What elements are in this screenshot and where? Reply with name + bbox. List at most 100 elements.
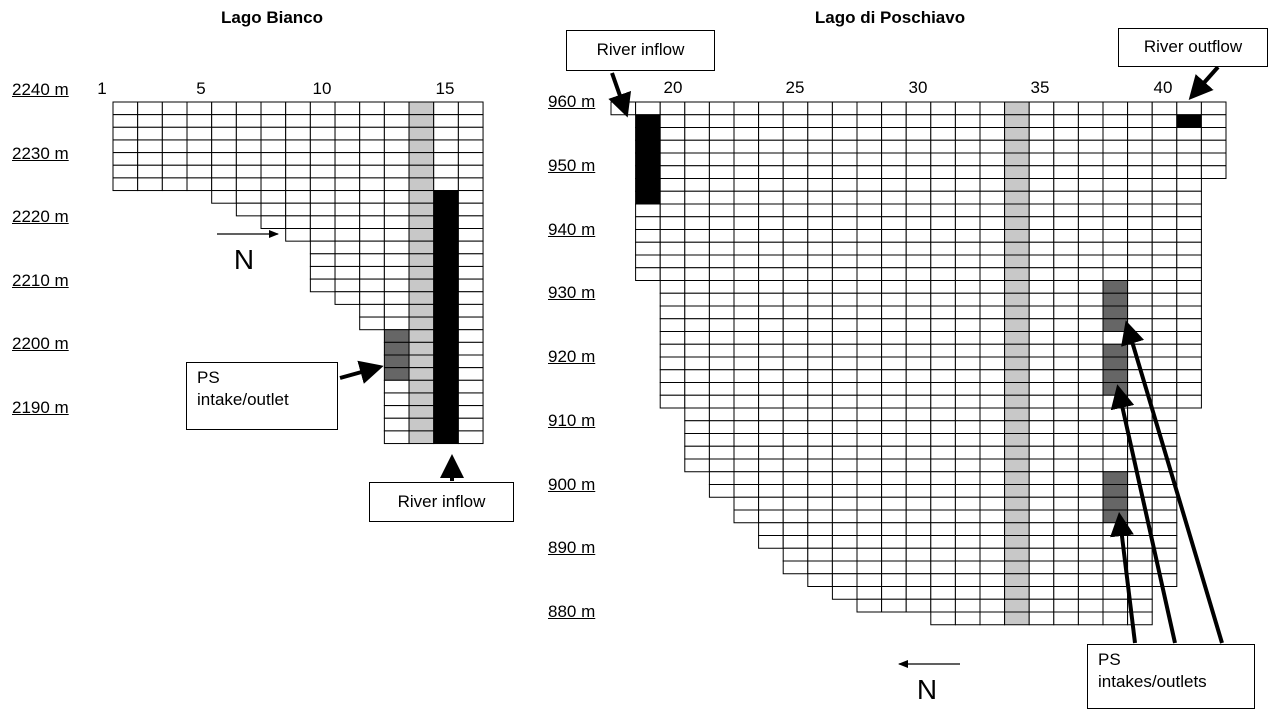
grid-cell — [433, 367, 459, 381]
grid-cell — [1127, 573, 1153, 587]
grid-cell — [905, 586, 932, 600]
grid-cell — [881, 394, 907, 409]
grid-cell — [1004, 509, 1030, 524]
grid-cell — [807, 356, 833, 371]
grid-cell — [881, 331, 907, 345]
grid-cell — [1077, 229, 1104, 243]
grid-cell — [1151, 305, 1178, 320]
grid-cell — [930, 331, 956, 345]
grid-cell — [457, 126, 484, 141]
grid-cell — [1053, 433, 1079, 447]
grid-cell — [1176, 254, 1202, 269]
grid-cell — [979, 560, 1006, 575]
grid-cell — [930, 484, 956, 498]
grid-cell — [930, 101, 956, 116]
grid-cell — [733, 280, 760, 294]
grid-cell — [708, 229, 735, 243]
grid-cell — [433, 430, 459, 445]
grid-cell — [930, 267, 956, 281]
grid-cell — [1053, 127, 1079, 141]
grid-cell — [285, 114, 311, 128]
grid-cell — [881, 598, 907, 613]
grid-cell — [1053, 305, 1079, 320]
grid-cell — [1004, 560, 1030, 575]
grid-cell — [758, 305, 784, 320]
grid-cell — [659, 318, 686, 332]
grid-cell — [708, 356, 735, 371]
grid-cell — [708, 420, 735, 434]
grid-cell — [1028, 394, 1055, 409]
grid-cell — [905, 407, 932, 422]
grid-cell — [1176, 343, 1202, 358]
grid-cell — [383, 291, 410, 305]
grid-cell — [433, 114, 459, 128]
grid-cell — [383, 253, 410, 267]
grid-cell — [112, 139, 139, 154]
grid-cell — [733, 292, 760, 307]
grid-cell — [1028, 598, 1055, 613]
grid-cell — [856, 484, 883, 498]
grid-cell — [457, 114, 484, 128]
grid-cell — [1004, 318, 1030, 332]
grid-cell — [930, 509, 956, 524]
grid-cell — [1102, 241, 1129, 256]
grid-cell — [807, 331, 833, 345]
grid-cell — [457, 139, 484, 154]
grid-cell — [954, 382, 981, 396]
grid-cell — [1151, 458, 1178, 473]
grid-cell — [881, 573, 907, 587]
grid-cell — [1004, 216, 1030, 230]
grid-cell — [1053, 229, 1079, 243]
grid-cell — [1102, 101, 1129, 116]
grid-cell — [905, 547, 932, 562]
grid-cell — [733, 394, 760, 409]
grid-cell — [408, 265, 435, 280]
grid-cell — [1004, 114, 1030, 128]
grid-cell — [831, 190, 858, 205]
grid-cell — [1176, 139, 1202, 154]
grid-cell — [186, 177, 213, 192]
grid-cell — [881, 114, 907, 128]
grid-cell — [1077, 165, 1104, 179]
grid-cell — [1053, 178, 1079, 192]
grid-cell — [905, 267, 932, 281]
grid-cell — [733, 127, 760, 141]
grid-cell — [1151, 139, 1178, 154]
grid-cell — [635, 241, 661, 256]
callout: PS intakes/outlets — [1087, 644, 1255, 709]
grid-cell — [1028, 522, 1055, 536]
grid-cell — [708, 267, 735, 281]
grid-cell — [782, 254, 809, 269]
grid-cell — [1053, 598, 1079, 613]
depth-label: 960 m — [548, 92, 596, 111]
grid-cell — [383, 215, 410, 230]
grid-cell — [186, 126, 213, 141]
grid-cell — [807, 496, 833, 511]
grid-cell — [831, 458, 858, 473]
grid-cell — [758, 394, 784, 409]
grid-cell — [433, 392, 459, 407]
grid-cell — [1127, 560, 1153, 575]
grid-cell — [905, 369, 932, 383]
grid-cell — [782, 356, 809, 371]
grid-cell — [954, 535, 981, 549]
grid-cell — [930, 611, 956, 626]
grid-cell — [457, 379, 484, 394]
grid-cell — [881, 292, 907, 307]
grid-cell — [383, 367, 410, 381]
column-label: 1 — [97, 79, 107, 98]
grid-cell — [979, 356, 1006, 371]
depth-label: 880 m — [548, 602, 596, 621]
grid-cell — [659, 280, 686, 294]
grid-cell — [659, 369, 686, 383]
grid-cell — [433, 190, 459, 204]
grid-cell — [408, 367, 435, 381]
grid-cell — [831, 535, 858, 549]
grid-cell — [979, 445, 1006, 460]
grid-cell — [856, 305, 883, 320]
grid-cell — [954, 114, 981, 128]
grid-cell — [807, 178, 833, 192]
grid-cell — [782, 560, 809, 575]
grid-cell — [807, 369, 833, 383]
grid-cell — [285, 126, 311, 141]
